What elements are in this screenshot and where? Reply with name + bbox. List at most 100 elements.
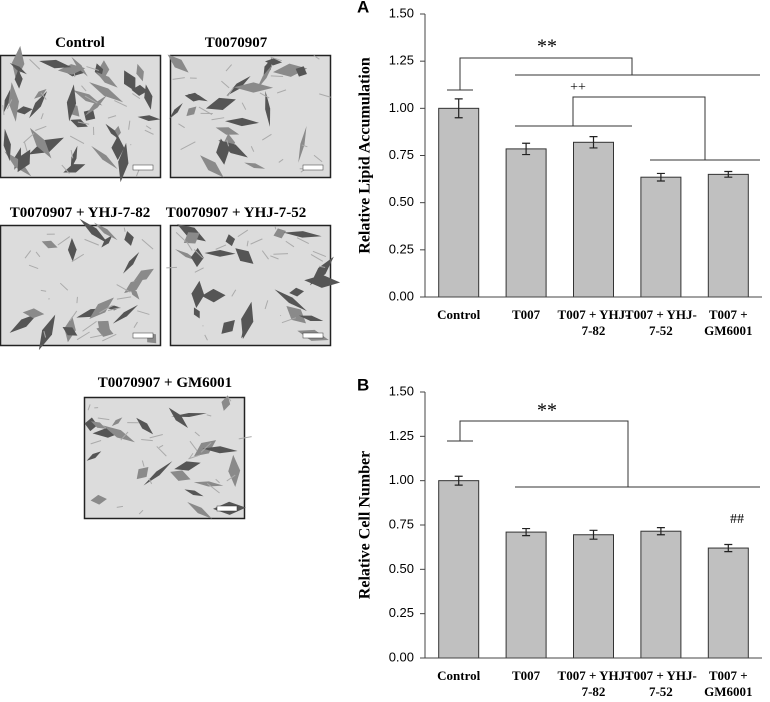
bar [505,531,547,659]
cell [225,117,260,127]
fiber [90,334,103,339]
cell [93,222,118,241]
cell [3,89,11,113]
cell [91,145,118,170]
y-tick-label: 0.25 [389,605,414,620]
fiber [241,102,247,110]
fiber [87,404,91,411]
cell [22,308,45,319]
x-tick-label: Control [437,668,481,683]
error-bar [522,527,531,537]
cell [170,470,191,481]
fiber [137,310,150,315]
fiber [189,440,198,452]
cell [123,70,136,92]
cell [191,280,205,308]
fiber [237,229,249,238]
cell [108,305,121,311]
image-caption: T0070907 + GM6001 [97,375,233,391]
cell [66,84,77,122]
cell [38,314,56,351]
cell [84,95,107,116]
fiber [29,58,41,70]
fiber [226,474,236,482]
fiber [40,92,47,100]
fiber [211,117,225,121]
fiber [180,141,196,150]
bar [505,148,547,298]
cell [169,103,183,119]
fiber [188,454,200,460]
fiber [116,505,124,508]
cell [235,248,254,264]
y-tick-label: 0.25 [389,241,414,256]
fiber [231,289,237,297]
fiber [148,478,153,485]
fiber [226,139,230,147]
cell [168,407,189,429]
fiber [215,244,227,250]
fiber [186,241,193,251]
cell [226,75,251,96]
x-tick-label: T007 + GM6001 [704,668,753,699]
fiber [141,438,153,442]
fiber [194,431,200,437]
cell [241,325,248,339]
cell [96,71,118,88]
fiber [81,85,87,92]
cell [112,304,139,324]
cell [264,58,283,66]
cell [89,82,124,103]
y-tick-label: 0.00 [389,288,414,303]
cell [200,155,224,178]
fiber [193,249,204,259]
cell [228,454,241,487]
fiber [262,133,272,141]
error-bar [724,170,733,178]
cell [84,417,98,432]
cell [204,250,236,257]
fiber [114,100,128,107]
fiber [194,267,204,273]
significance-bracket [459,57,633,90]
cell [133,268,154,282]
image-caption: Control [55,35,105,51]
fiber [310,253,324,262]
cell [295,66,307,77]
error-bar [589,529,598,540]
cell [79,218,109,244]
cell [101,235,113,248]
cell [244,162,266,169]
cell [283,231,322,238]
fiber [84,95,98,104]
cell [205,97,236,110]
y-tick-label: 0.50 [389,561,414,576]
fiber [76,296,78,304]
cell [136,466,149,480]
fiber [86,66,99,71]
fiber [71,253,85,263]
fiber [149,433,163,439]
bar [707,547,749,659]
cell [193,307,200,319]
bar [573,534,614,659]
y-axis-label: Relative Lipid Accumulation [357,57,374,254]
cell [298,315,324,321]
fiber [319,265,326,268]
fiber [204,334,208,341]
fiber [264,300,269,310]
fiber [156,446,167,457]
x-tick-label: T007 + YHJ-7-82 [557,307,630,338]
fiber [141,239,154,250]
fiber [107,115,117,119]
bar [640,176,682,298]
fiber [84,238,99,246]
cell [136,63,144,82]
x-tick-label: T007 [512,668,541,683]
fiber [130,144,132,146]
cell [131,84,148,96]
fiber [35,125,47,131]
fiber [172,77,185,80]
